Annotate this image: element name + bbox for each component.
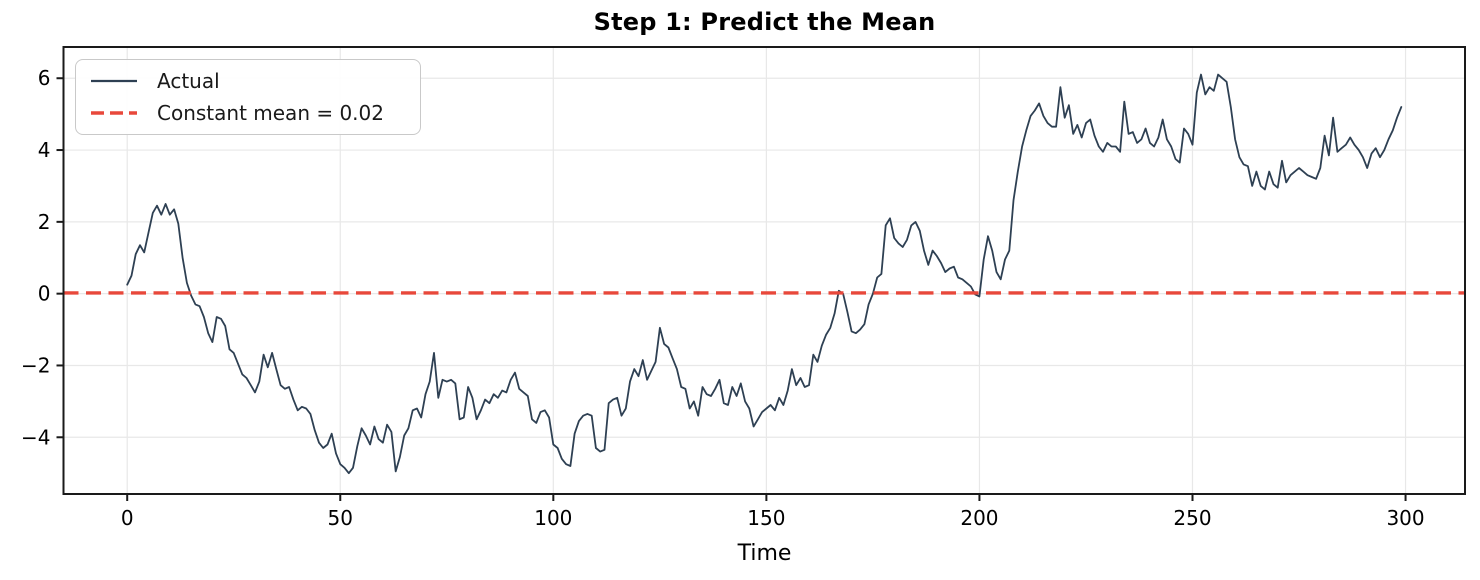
actual-series-line bbox=[126, 73, 1403, 475]
y-tick-label: −2 bbox=[21, 353, 50, 377]
y-tick-label: 4 bbox=[38, 138, 51, 162]
legend-line-actual-icon bbox=[91, 79, 137, 82]
x-tick-label: 250 bbox=[1173, 506, 1211, 530]
x-tick-label: 300 bbox=[1386, 506, 1424, 530]
x-tick-label: 50 bbox=[328, 506, 353, 530]
plot-border bbox=[62, 46, 1466, 495]
legend-entry-constant-mean: Constant mean = 0.02 bbox=[88, 98, 412, 128]
x-tick-label: 150 bbox=[747, 506, 785, 530]
tick-marks bbox=[56, 77, 1407, 501]
legend-line-dashed-icon bbox=[91, 111, 137, 116]
legend-label-actual: Actual bbox=[157, 68, 220, 93]
x-axis-label: Time bbox=[737, 541, 792, 566]
y-tick-label: 2 bbox=[38, 210, 51, 234]
y-tick-label: −4 bbox=[21, 425, 50, 449]
legend-entry-actual: Actual bbox=[88, 66, 412, 96]
y-tick-label: 0 bbox=[38, 282, 51, 306]
chart-title: Step 1: Predict the Mean bbox=[593, 8, 936, 36]
legend-label-constant-mean: Constant mean = 0.02 bbox=[157, 101, 384, 126]
x-tick-label: 0 bbox=[121, 506, 134, 530]
x-tick-label: 200 bbox=[960, 506, 998, 530]
y-tick-label: 6 bbox=[38, 66, 51, 90]
tick-labels: 0 50 100 150 200 250 300 −4 −2 0 2 4 6 bbox=[21, 66, 1425, 530]
x-tick-label: 100 bbox=[534, 506, 572, 530]
legend: Actual Constant mean = 0.02 bbox=[75, 59, 421, 135]
